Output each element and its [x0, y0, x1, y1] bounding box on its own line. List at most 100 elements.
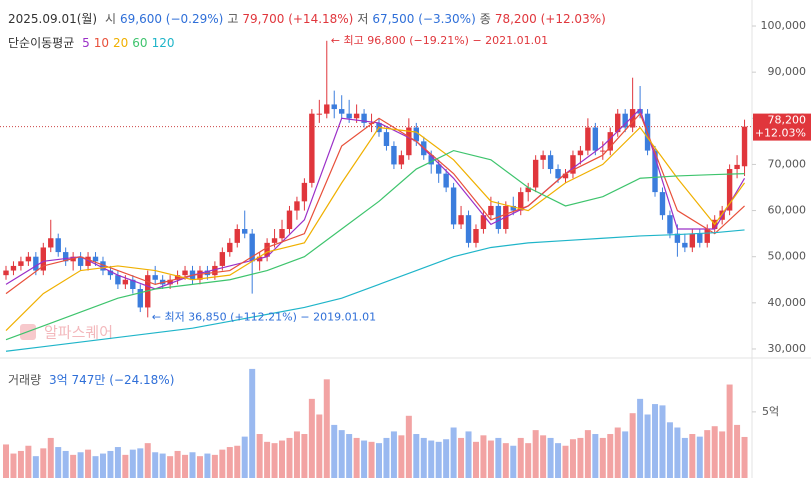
y-tick-label: 50,000: [768, 250, 807, 263]
volume-bar: [204, 453, 211, 478]
ma-line: [5, 149, 745, 341]
volume-bar: [584, 430, 591, 478]
date: 2025.09.01(월): [8, 12, 98, 26]
candle-body: [607, 132, 613, 151]
volume-bar: [547, 437, 554, 478]
volume-bar: [264, 441, 271, 478]
volume-bar: [316, 414, 323, 478]
candle-body: [562, 173, 569, 179]
legend-entry: 20: [113, 36, 129, 50]
summary-value: 78,200 (+12.03%): [494, 12, 606, 26]
volume-bar: [540, 435, 547, 478]
volume-bar: [99, 453, 106, 478]
candle-body: [92, 256, 99, 262]
volume-bar: [652, 404, 659, 478]
volume-bar: [726, 384, 733, 478]
candle-body: [697, 233, 703, 243]
volume-bar: [405, 415, 412, 478]
candle-body: [212, 265, 218, 276]
volume-bar: [599, 437, 606, 478]
volume-bar: [182, 454, 189, 478]
volume-bar: [189, 452, 196, 478]
candle-body: [182, 270, 188, 276]
candle-body: [443, 173, 449, 188]
candle-body: [682, 242, 688, 248]
candle-body: [100, 261, 106, 271]
last-price-badge: [753, 113, 811, 141]
candle-body: [316, 113, 323, 115]
candle-body: [346, 113, 352, 119]
volume-bar: [734, 424, 741, 478]
volume-bar: [480, 435, 487, 478]
candle-body: [152, 275, 158, 280]
volume-bar: [555, 443, 562, 478]
candle-body: [122, 279, 129, 285]
volume-bar: [62, 450, 69, 478]
candle-body: [383, 132, 390, 146]
volume-bar: [472, 441, 479, 478]
volume-bar: [174, 450, 181, 478]
volume-bar: [420, 437, 427, 478]
volume-bar: [607, 434, 614, 478]
volume-bar: [301, 434, 308, 478]
volume-bar: [219, 449, 226, 478]
candle-body: [40, 247, 46, 271]
volume-bar: [629, 413, 636, 478]
candle-body: [413, 127, 419, 142]
candle-body: [577, 150, 584, 156]
candle-body: [406, 127, 412, 156]
volume-bar: [413, 434, 420, 478]
volume-bar: [196, 456, 203, 478]
candle-body: [622, 113, 628, 128]
candle-body: [301, 182, 308, 202]
candle-body: [704, 229, 710, 243]
candle-body: [197, 270, 203, 280]
volume-bar: [70, 454, 77, 478]
volume-bar: [659, 405, 666, 478]
volume-bar: [428, 440, 435, 478]
candle-body: [428, 155, 434, 165]
candle-body: [339, 109, 345, 114]
candle-body: [331, 104, 337, 110]
candle-body: [167, 279, 173, 285]
volume-bar: [55, 447, 62, 478]
low-note: ← 최저 36,850 (+112.21%) − 2019.01.01: [152, 310, 376, 323]
candle-body: [510, 205, 516, 211]
volume-bar: [517, 437, 524, 478]
volume-bar: [495, 437, 502, 478]
volume-bar: [77, 452, 84, 478]
volume-bar: [681, 437, 688, 478]
volume-bar: [398, 435, 405, 478]
y-tick-label: 40,000: [768, 296, 807, 309]
last-price-change: +12.03%: [755, 127, 806, 140]
ma-line: [5, 112, 745, 295]
volume-bar: [458, 437, 465, 478]
candle-body: [480, 215, 487, 230]
volume-bar: [487, 440, 494, 478]
volume-bar: [32, 456, 39, 478]
volume-bar: [293, 431, 300, 478]
volume-bar: [85, 449, 92, 478]
volume-bar: [614, 427, 621, 478]
candle-body: [33, 256, 39, 271]
ma-line: [5, 126, 746, 331]
volume-bar: [137, 448, 144, 478]
volume-bar: [331, 424, 338, 478]
volume-bar: [696, 436, 703, 478]
volume-bar: [241, 436, 248, 478]
legend-entry: 5: [82, 36, 90, 50]
volume-bar: [152, 452, 159, 478]
volume-bar: [383, 437, 390, 478]
ma-title: 단순이동평균: [8, 36, 75, 50]
candle-body: [174, 275, 181, 280]
candle-body: [540, 155, 546, 160]
legend-entry: 120: [151, 36, 175, 50]
candle-body: [615, 113, 621, 133]
candle-body: [734, 164, 740, 170]
volume-title: 거래량: [8, 373, 42, 387]
candle-body: [600, 150, 606, 152]
header: 2025.09.01(월) 시 69,600 (−0.29%) 고 79,700 (+…: [8, 10, 610, 27]
volume-bar: [376, 443, 382, 478]
